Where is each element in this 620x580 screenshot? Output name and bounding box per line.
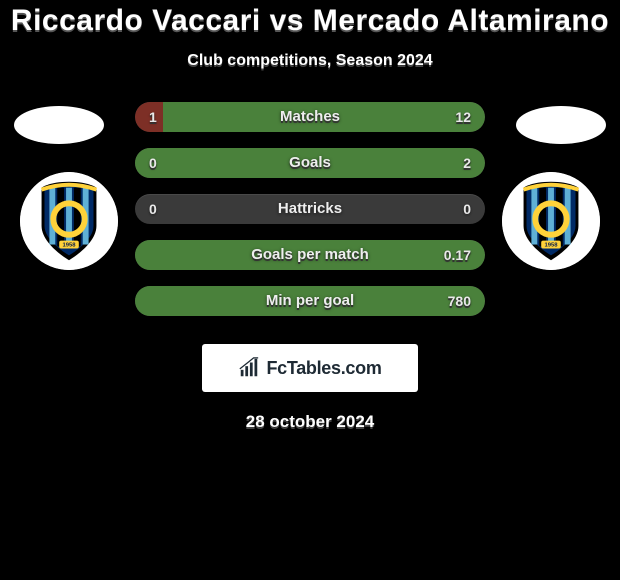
stat-fill-right xyxy=(163,102,485,132)
stat-value-left: 0 xyxy=(149,148,157,178)
comparison-stage: 1958 1958 112Matches02Goals00Hattricks0.… xyxy=(0,98,620,338)
stat-bar-list: 112Matches02Goals00Hattricks0.17Goals pe… xyxy=(135,102,485,332)
stat-value-right: 0 xyxy=(463,194,471,224)
player-photo-right xyxy=(516,106,606,144)
h2h-subtitle: Club competitions, Season 2024 xyxy=(0,52,620,70)
stat-bar: 112Matches xyxy=(135,102,485,132)
stat-label: Hattricks xyxy=(135,194,485,224)
stat-value-right: 780 xyxy=(448,286,471,316)
stat-value-right: 12 xyxy=(455,102,471,132)
stat-bar: 780Min per goal xyxy=(135,286,485,316)
bar-chart-icon xyxy=(238,357,260,379)
stat-bar: 02Goals xyxy=(135,148,485,178)
club-badge-left: 1958 xyxy=(20,172,118,270)
stat-value-left: 1 xyxy=(149,102,157,132)
stat-value-right: 0.17 xyxy=(444,240,471,270)
source-watermark: FcTables.com xyxy=(202,344,418,392)
watermark-text: FcTables.com xyxy=(266,358,381,379)
svg-text:1958: 1958 xyxy=(62,242,76,248)
h2h-title: Riccardo Vaccari vs Mercado Altamirano xyxy=(0,4,620,38)
stat-fill-right xyxy=(135,286,485,316)
stat-bar: 0.17Goals per match xyxy=(135,240,485,270)
player-photo-left xyxy=(14,106,104,144)
stat-value-left: 0 xyxy=(149,194,157,224)
svg-text:1958: 1958 xyxy=(544,242,558,248)
stat-bar: 0 0Hattricks xyxy=(135,194,485,224)
stat-value-right: 2 xyxy=(463,148,471,178)
club-badge-right: 1958 xyxy=(502,172,600,270)
stat-fill-right xyxy=(135,240,485,270)
stat-fill-right xyxy=(135,148,485,178)
snapshot-date: 28 october 2024 xyxy=(0,412,620,432)
